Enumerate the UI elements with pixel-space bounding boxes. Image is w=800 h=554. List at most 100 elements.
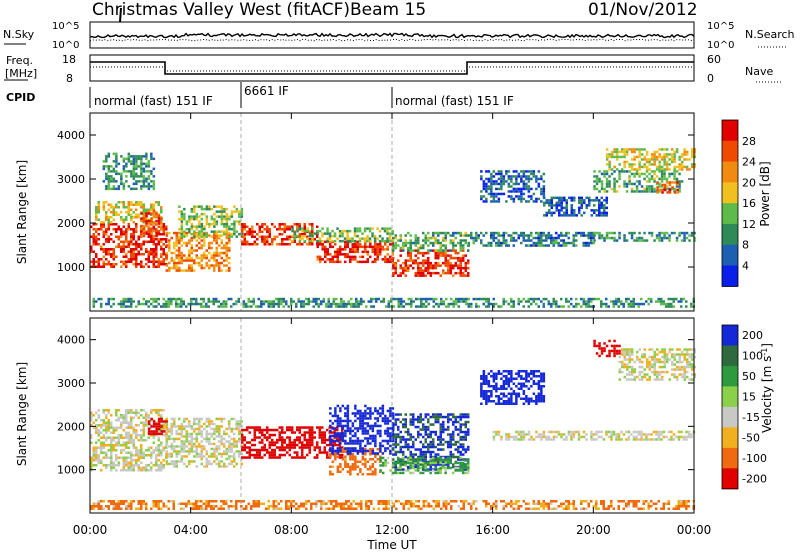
x-tick-label: 00:00: [677, 523, 712, 537]
data-region: [165, 231, 231, 272]
y-tick-label: 4000: [57, 129, 85, 142]
cpid-segment-3: normal (fast) 151 IF: [395, 94, 514, 108]
colorbar-tick-label: -200: [742, 473, 767, 486]
data-region: [140, 209, 163, 238]
colorbar-tick-label: -50: [742, 432, 760, 445]
x-axis-label: Time UT: [366, 538, 417, 552]
y-tick-label: 2000: [57, 217, 85, 230]
x-tick-label: 16:00: [475, 523, 510, 537]
data-region: [379, 456, 470, 475]
data-region: [241, 426, 344, 459]
x-tick-label: 20:00: [576, 523, 611, 537]
noise-panel-frame: [89, 21, 695, 49]
data-region: [102, 152, 156, 191]
y-tick-label: 3000: [57, 377, 85, 390]
colorbar-segment: [722, 120, 738, 142]
y-tick-label: 3000: [57, 173, 85, 186]
colorbar-segment: [722, 140, 738, 163]
colorbar-tick-label: 8: [742, 239, 749, 252]
cpid-label: CPID: [6, 91, 35, 104]
colorbar-tick-label: 200: [742, 329, 763, 342]
nave-label: Nave: [745, 65, 773, 78]
colorbar-tick-label: -100: [742, 452, 767, 465]
cpid-segment-2: 6661 IF: [244, 84, 289, 98]
noise-sky-trace: [89, 32, 695, 39]
noise-spike: [119, 7, 122, 23]
noise-right-label: N.Search: [745, 28, 795, 41]
colorbar-segment: [722, 223, 738, 246]
power-ylabel: Slant Range [km]: [15, 160, 29, 264]
station-title: Christmas Valley West (fitACF): [92, 0, 350, 20]
colorbar-segment: [722, 325, 738, 346]
y-tick-label: 2000: [57, 420, 85, 433]
cpid-segment-1: normal (fast) 151 IF: [94, 94, 213, 108]
colorbar-tick-label: 20: [742, 176, 756, 189]
data-region: [291, 227, 394, 243]
noise-panel: N.Sky 10^5 10^0 10^5 10^0 N.Search: [3, 7, 795, 51]
colorbar-segment: [722, 386, 738, 408]
x-tick-label: 00:00: [73, 523, 108, 537]
colorbar-segment: [722, 468, 738, 490]
power-panel: 1000 2000 3000 4000 Slant Range [km] 4 8 12 16…: [15, 112, 772, 312]
x-tick-labels: 00:00 04:00 08:00 12:00 16:00 20:00 00:00: [73, 523, 712, 537]
y-tick-label: 1000: [57, 261, 85, 274]
y-tick-label: 4000: [57, 334, 85, 347]
freq-panel-frame: [89, 54, 695, 82]
colorbar-segment: [722, 447, 738, 469]
noise-left-tick-top: 10^5: [52, 21, 79, 32]
frequency-panel: Freq. [MHz] 18 8 60 0 Nave: [4, 53, 782, 85]
noise-right-tick-bottom: 10^0: [707, 40, 734, 51]
data-region: [165, 417, 243, 468]
colorbar-segment: [722, 203, 738, 225]
data-region: [656, 181, 679, 194]
data-region: [241, 223, 319, 246]
noise-left-label: N.Sky: [3, 28, 35, 41]
colorbar-segment: [722, 365, 738, 387]
y-tick-label: 1000: [57, 464, 85, 477]
power-axes: 1000 2000 3000 4000: [57, 113, 695, 311]
power-colorbar: 4 8 12 16 20 24 28: [721, 119, 756, 287]
velocity-axes: 1000 2000 3000 4000: [57, 318, 695, 513]
data-region: [90, 500, 695, 510]
colorbar-tick-label: 24: [742, 156, 756, 169]
colorbar-tick-label: 12: [742, 218, 756, 231]
noise-search-trace: [89, 38, 695, 42]
colorbar-tick-label: 16: [742, 197, 756, 210]
noise-left-tick-bottom: 10^0: [52, 40, 79, 51]
velocity-colorbar-label: Velocity [m s-1]: [760, 343, 775, 433]
data-region: [480, 170, 546, 203]
nave-trace: [90, 66, 694, 72]
data-region: [92, 297, 695, 308]
data-region: [392, 231, 470, 252]
colorbar-segment: [722, 406, 738, 428]
data-region: [90, 409, 168, 472]
colorbar-tick-label: 50: [742, 370, 756, 383]
freq-trace: [90, 61, 694, 75]
freq-tick-bottom: 8: [66, 72, 73, 85]
power-colorbar-label: Power [dB]: [758, 161, 772, 226]
data-region: [593, 170, 684, 193]
data-region: [329, 404, 395, 455]
colorbar-segment: [722, 182, 738, 204]
data-region: [543, 196, 608, 217]
x-tick-label: 12:00: [375, 523, 410, 537]
noise-right-tick-top: 10^5: [707, 21, 734, 32]
colorbar-tick-label: 4: [742, 260, 749, 273]
velocity-data-layer: [90, 318, 696, 513]
data-region: [90, 223, 168, 268]
date-title: 01/Nov/2012: [588, 0, 698, 20]
x-tick-label: 08:00: [274, 523, 309, 537]
nave-tick-bottom: 0: [707, 72, 714, 85]
colorbar-segment: [722, 244, 738, 267]
colorbar-tick-label: 15: [742, 391, 756, 404]
colorbar-segment: [722, 161, 738, 183]
data-region: [316, 240, 394, 264]
freq-tick-top: 18: [62, 53, 76, 66]
power-data-layer: [90, 113, 696, 311]
colorbar-tick-label: 28: [742, 135, 756, 148]
data-region: [392, 249, 470, 277]
colorbar-segment: [722, 345, 738, 367]
colorbar-tick-label: 100: [742, 350, 763, 363]
freq-label-1: Freq.: [6, 54, 33, 67]
